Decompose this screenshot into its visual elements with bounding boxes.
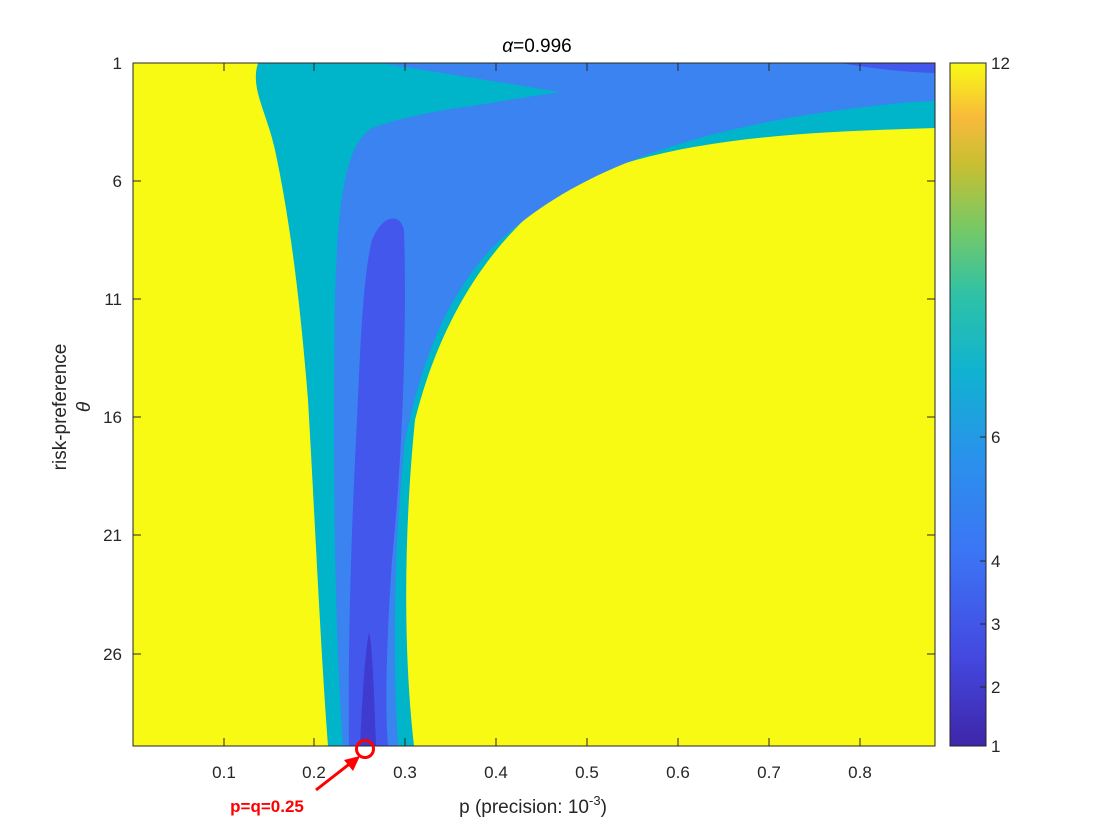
x-tick-label: 0.7	[757, 763, 781, 782]
x-tick-0.6: 0.6	[666, 63, 690, 782]
y-tick-11: 11	[104, 290, 935, 309]
x-tick-0.3: 0.3	[393, 63, 417, 782]
colorbar-tick-label: 3	[991, 615, 1000, 634]
colorbar-tick-3: 3	[980, 615, 1000, 634]
y-axis-label: risk-preference	[50, 344, 71, 471]
x-axis-label: p (precision: 10-3)	[459, 793, 607, 818]
region-level-3-corner	[840, 63, 935, 73]
x-tick-label: 0.4	[484, 763, 508, 782]
y-axis-symbol: θ	[74, 401, 95, 412]
colorbar-tick-4: 4	[980, 552, 1000, 571]
title-value: =0.996	[513, 36, 572, 57]
x-tick-label: 0.5	[575, 763, 599, 782]
colorbar-gradient	[949, 62, 987, 747]
y-tick-1: 1	[113, 54, 935, 73]
x-tick-0.2: 0.2	[302, 63, 326, 782]
plot-frame	[132, 62, 936, 747]
x-tick-0.5: 0.5	[575, 63, 599, 782]
colorbar-tick-label: 6	[991, 428, 1000, 447]
colorbar-tick-label: 4	[991, 552, 1000, 571]
colorbar-tick-12: 12	[980, 54, 1010, 73]
y-tick-6: 6	[113, 172, 935, 191]
y-tick-label: 6	[113, 172, 122, 191]
annotation-text: p=q=0.25	[230, 797, 304, 816]
annotation-p-q-0.25: p=q=0.25	[230, 739, 375, 816]
x-tick-0.4: 0.4	[484, 63, 508, 782]
heatmap-plot-area	[132, 62, 936, 747]
y-tick-21: 21	[103, 526, 935, 545]
colorbar: 12 6 4 3 2 1	[949, 54, 1010, 756]
x-axis-label-suffix: )	[601, 797, 607, 818]
annotation-arrow-shaft	[315, 760, 353, 792]
y-axis: 1 6 11 16 21 26 risk-preference θ	[50, 54, 935, 664]
y-tick-label: 16	[103, 408, 122, 427]
y-tick-label: 26	[103, 645, 122, 664]
x-tick-label: 0.8	[848, 763, 872, 782]
region-level-2	[360, 633, 376, 746]
y-tick-16: 16	[103, 408, 935, 427]
region-level-3	[348, 218, 405, 746]
y-tick-26: 26	[103, 645, 935, 664]
x-tick-0.7: 0.7	[757, 63, 781, 782]
colorbar-tick-1: 1	[980, 737, 1000, 756]
annotation-circle-marker	[355, 739, 375, 759]
x-axis-label-main: p (precision: 10	[459, 797, 589, 818]
x-tick-label: 0.6	[666, 763, 690, 782]
x-axis: 0.1 0.2 0.3 0.4 0.5 0.6	[212, 63, 872, 818]
title-alpha-symbol: α	[502, 36, 514, 57]
colorbar-tick-label: 1	[991, 737, 1000, 756]
colorbar-tick-label: 12	[991, 54, 1010, 73]
y-tick-label: 21	[103, 526, 122, 545]
colorbar-tick-label: 2	[991, 678, 1000, 697]
annotation-arrow-head	[344, 756, 360, 771]
y-tick-label: 1	[113, 54, 122, 73]
colorbar-tick-2: 2	[980, 678, 1000, 697]
x-tick-0.8: 0.8	[848, 63, 872, 782]
chart-title: α=0.996	[502, 36, 572, 57]
x-tick-label: 0.3	[393, 763, 417, 782]
x-tick-label: 0.1	[212, 763, 236, 782]
region-level-4-band	[334, 84, 935, 746]
x-tick-label: 0.2	[302, 763, 326, 782]
colorbar-tick-6: 6	[980, 428, 1000, 447]
x-axis-label-exponent: -3	[589, 793, 601, 808]
x-tick-0.1: 0.1	[212, 63, 236, 782]
y-tick-label: 11	[104, 290, 122, 309]
